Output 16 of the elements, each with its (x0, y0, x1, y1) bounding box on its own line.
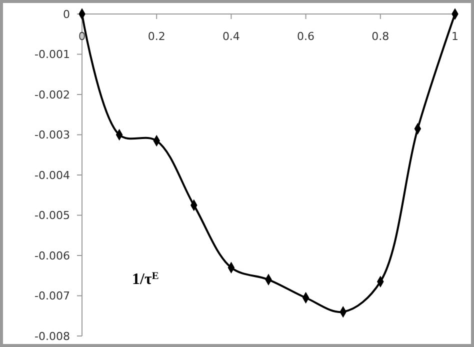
x-tick-label: 0.8 (372, 30, 390, 43)
y-tick-label: -0.002 (34, 88, 70, 102)
x-tick-label: 0.4 (222, 30, 240, 43)
y-tick-label: -0.006 (34, 249, 70, 262)
y-tick-label: -0.005 (34, 209, 70, 222)
x-tick-label: 1 (452, 30, 458, 43)
x-tick-label: 0.2 (148, 30, 166, 43)
y-tick-label: -0.008 (34, 330, 70, 343)
y-tick-label: -0.001 (34, 48, 70, 62)
y-tick-label: -0.007 (34, 290, 70, 303)
y-tick-label: 0 (63, 8, 70, 21)
annotation: 1/τ$^{E}$ (132, 270, 159, 288)
y-tick-label: -0.003 (34, 128, 70, 142)
y-tick-label: -0.004 (34, 168, 70, 182)
x-tick-label: 0.6 (297, 30, 315, 43)
x-tick-label: 0 (78, 30, 86, 43)
